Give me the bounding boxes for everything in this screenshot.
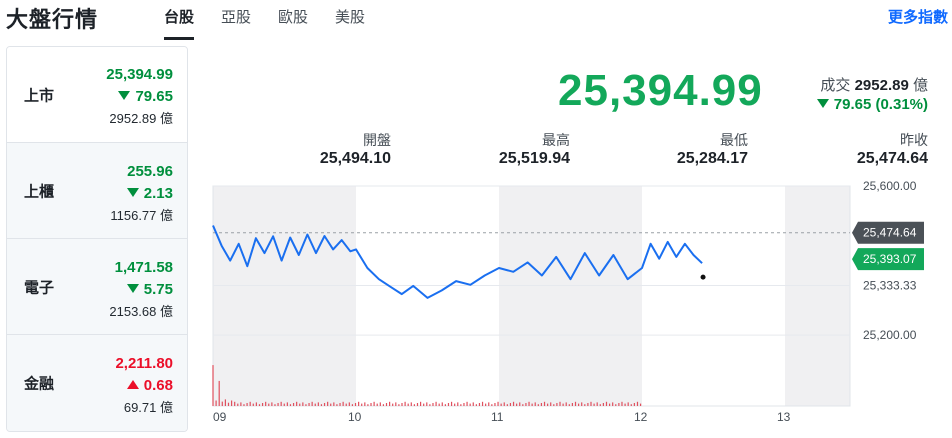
sidebar-item-name: 電子: [24, 279, 55, 296]
sidebar-item-name: 上市: [24, 87, 55, 104]
down-arrow-icon: [126, 284, 139, 293]
down-arrow-icon: [126, 188, 139, 197]
sidebar-item-volume: 2153.68 億: [109, 304, 173, 319]
x-tick-label: 13: [777, 410, 791, 424]
stat-open-label: 開盤: [363, 132, 391, 148]
sidebar-item-listed[interactable]: 上市 25,394.99 79.65 2952.89 億: [7, 47, 187, 143]
price-line: [212, 225, 703, 299]
sidebar-item-change: 0.68: [143, 377, 173, 394]
stat-open-value: 25,494.10: [319, 150, 391, 167]
current-price: 25,394.99: [558, 66, 763, 115]
trade-volume: 成交 2952.89 億: [820, 74, 928, 95]
x-tick-label: 12: [634, 410, 648, 424]
x-tick-label: 10: [348, 410, 362, 424]
stat-prev-close: 昨收 25,474.64: [768, 131, 928, 169]
last-price-tag: [852, 248, 924, 271]
trade-volume-label: 成交: [820, 77, 851, 94]
tab-asia[interactable]: 亞股: [221, 9, 252, 26]
y-tick-label: 25,333.33: [863, 278, 917, 292]
sidebar-item-change: 2.13: [143, 185, 173, 202]
sidebar-item-price: 2,211.80: [115, 355, 173, 372]
stat-high: 最高 25,519.94: [410, 131, 570, 169]
hour-band: [499, 186, 642, 406]
prev-close-tag: [852, 221, 924, 244]
stat-high-value: 25,519.94: [498, 150, 570, 167]
sidebar-item-change: 79.65: [135, 88, 173, 105]
x-tick-label: 11: [491, 410, 504, 424]
sidebar-item-otc[interactable]: 上櫃 255.96 2.13 1156.77 億: [7, 143, 187, 239]
stat-low-label: 最低: [720, 132, 748, 148]
price-change-value: 79.65 (0.31%): [833, 96, 928, 113]
stat-high-label: 最高: [542, 132, 570, 148]
x-tick-label: 09: [213, 410, 227, 424]
index-sidebar: 上市 25,394.99 79.65 2952.89 億 上櫃 255.96 2…: [6, 46, 188, 432]
sidebar-item-price: 1,471.58: [114, 259, 173, 276]
tab-us[interactable]: 美股: [335, 9, 366, 26]
stat-low: 最低 25,284.17: [588, 131, 748, 169]
y-tick-label: 25,200.00: [863, 328, 917, 342]
stat-low-value: 25,284.17: [676, 150, 748, 167]
more-indices-link[interactable]: 更多指數: [887, 9, 948, 26]
sidebar-item-volume: 69.71 億: [123, 400, 173, 415]
y-tick-label: 25,600.00: [863, 179, 917, 193]
prev-close-tag-label: 25,474.64: [863, 226, 917, 240]
stat-prev-close-value: 25,474.64: [856, 150, 928, 167]
sidebar-item-price: 255.96: [127, 163, 173, 180]
market-tabs: 台股 亞股 歐股 美股: [164, 6, 392, 40]
stat-prev-close-label: 昨收: [900, 132, 928, 148]
tab-europe[interactable]: 歐股: [278, 9, 309, 26]
tab-taiwan[interactable]: 台股: [164, 6, 195, 40]
sidebar-item-electronics[interactable]: 電子 1,471.58 5.75 2153.68 億: [7, 239, 187, 335]
sidebar-item-price: 25,394.99: [106, 66, 173, 83]
up-arrow-icon: [126, 380, 139, 389]
price-change: 79.65 (0.31%): [816, 96, 928, 113]
last-point-dot: [700, 274, 706, 280]
sidebar-item-change: 5.75: [143, 281, 173, 298]
hour-band: [785, 186, 850, 406]
hour-band: [213, 186, 356, 406]
down-arrow-icon: [816, 99, 829, 108]
trade-volume-unit: 億: [912, 77, 928, 94]
sidebar-item-finance[interactable]: 金融 2,211.80 0.68 69.71 億: [7, 335, 187, 431]
sidebar-item-volume: 1156.77 億: [110, 208, 173, 223]
page-title: 大盤行情: [6, 7, 99, 32]
last-price-tag-label: 25,393.07: [863, 252, 917, 266]
trade-volume-value: 2952.89: [854, 77, 909, 94]
sidebar-item-volume: 2952.89 億: [109, 111, 173, 126]
down-arrow-icon: [118, 91, 131, 100]
sidebar-item-name: 上櫃: [24, 183, 55, 200]
stat-open: 開盤 25,494.10: [231, 131, 391, 169]
sidebar-item-name: 金融: [24, 375, 55, 393]
